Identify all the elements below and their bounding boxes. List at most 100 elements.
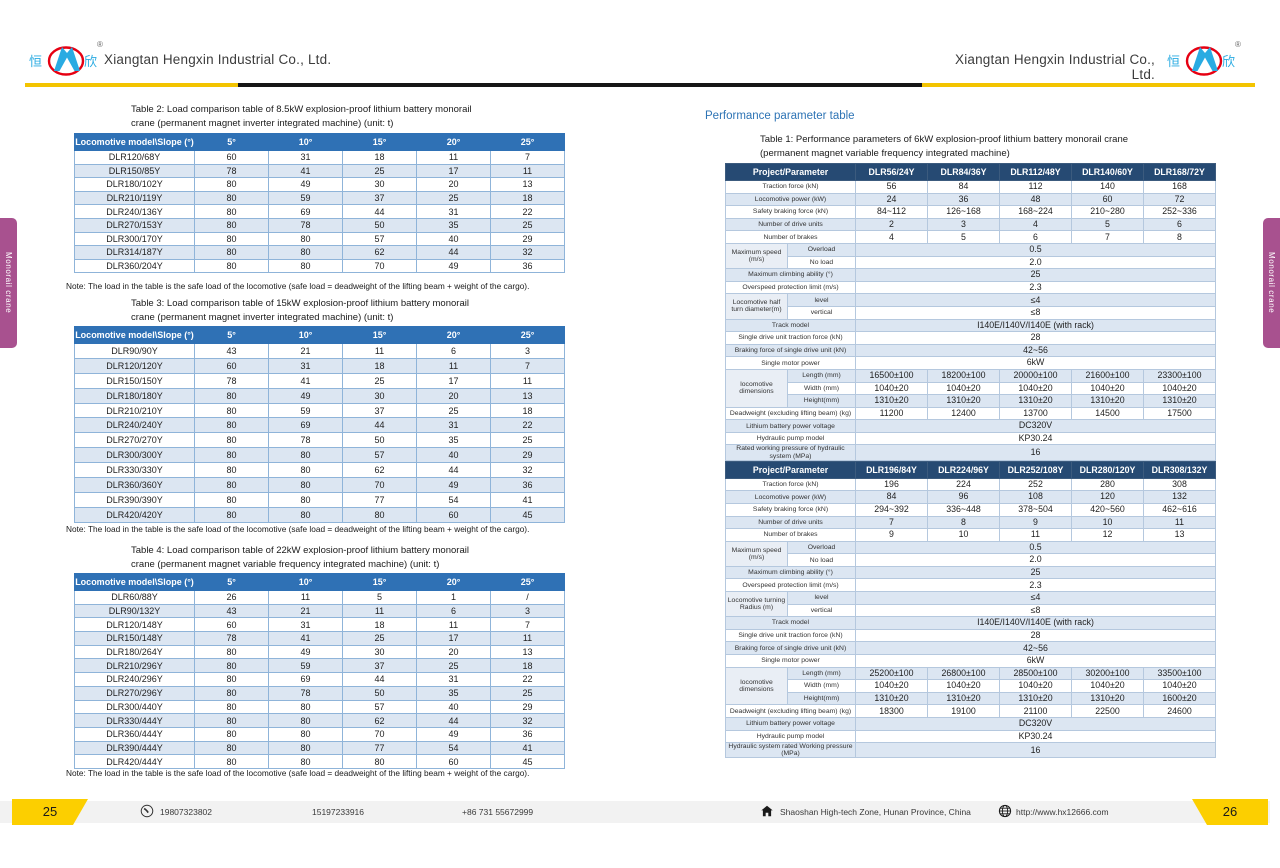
model-cell: DLR180/102Y [74,177,195,192]
load-value-cell: 59 [268,190,343,206]
load-value-cell: 50 [342,685,417,701]
model-cell: DLR330/444Y [74,713,195,728]
sub-label-cell: Height(mm) [787,691,856,706]
model-cell: DLR210/119Y [74,190,195,206]
load-value-cell: 80 [268,506,343,523]
parameter-label-cell: Track model [725,318,856,333]
model-cell: DLR420/444Y [74,754,195,769]
value-cell: 72 [1143,192,1216,207]
parameter-label-cell: Safety braking force (kN) [725,205,856,219]
load-value-cell: 70 [342,726,417,742]
value-cell: 22500 [1071,704,1144,718]
value-cell: 1310±20 [927,691,1000,706]
parameter-label-cell: Maximum speed (m/s) [725,540,788,567]
load-value-cell: 80 [268,258,343,274]
load-value-cell: 80 [268,231,343,247]
table-row: DLR270/153Y 80 78 50 35 25 [74,217,565,233]
value-span-cell: 28 [855,331,1216,345]
value-cell: 7 [1071,230,1144,244]
value-cell: 1040±20 [1071,381,1144,396]
value-cell: 12400 [927,406,1000,421]
table-row: Single motor power 6kW [725,356,1216,370]
phone-icon [140,804,154,818]
parameter-label-cell: Deadweight (excluding lifting beam) (kg) [725,406,856,421]
logo-char-heng: 恒 [29,54,42,69]
table-row: DLR270/296Y 80 78 50 35 25 [74,685,565,701]
load-value-cell: 11 [268,590,343,605]
load-value-cell: 32 [490,462,565,479]
load-value-cell: 80 [268,699,343,715]
sub-label-cell: level [787,293,856,307]
load-value-cell: 78 [194,631,269,646]
model-cell: DLR360/204Y [74,258,195,274]
table-row: DLR210/119Y 80 59 37 25 18 [74,190,565,206]
parameter-label-cell: Maximum climbing ability (°) [725,268,856,282]
logo-ring [1185,46,1223,76]
table-row: No load 2.0 [726,255,1216,270]
load-value-cell: 80 [268,740,343,756]
load-value-cell: 80 [194,204,269,219]
load-value-cell: 45 [490,754,565,769]
load-value-cell: 37 [342,658,417,674]
load-value-cell: 17 [416,163,491,179]
table-body: DLR90/90Y 43 21 11 6 3 DLR120/120Y 60 31 18 11 7 DLR… [74,343,565,523]
model-cell: DLR210/210Y [74,402,195,419]
table-row: Number of brakes 9 10 11 12 13 [725,528,1216,542]
table-row: Width (mm) 1040±20 1040±20 1040±20 1040±20 10… [726,381,1216,396]
parameter-label-cell: Number of drive units [725,217,856,232]
load-value-cell: 60 [194,150,269,165]
page-number-left: 25 [12,799,88,825]
parameter-label-cell: Hydraulic system rated Working pressure … [725,742,856,759]
model-cell: DLR150/85Y [74,163,195,179]
table-row: DLR270/270Y 80 78 50 35 25 [74,432,565,449]
load-value-cell: 25 [490,432,565,449]
footer-website[interactable]: http://www.hx12666.com [1016,807,1109,817]
load-value-cell: 80 [194,726,269,742]
value-cell: 8 [1143,230,1216,244]
company-logo: 恒 欣 ® [1167,40,1241,76]
col-header-slope: 10° [268,133,343,151]
sub-label-cell: Width (mm) [787,679,856,693]
value-cell: 6 [999,230,1072,244]
value-span-cell: ≤8 [855,305,1216,320]
model-cell: DLR120/68Y [74,150,195,165]
value-cell: 1040±20 [855,679,928,693]
table-row: Overspeed protection limit (m/s) 2.3 [725,280,1216,295]
table-row: DLR300/440Y 80 80 57 40 29 [74,699,565,715]
parameter-label-cell: Locomotive turning Radius (m) [725,591,788,618]
value-cell: 6 [1143,217,1216,232]
model-cell: DLR360/360Y [74,477,195,493]
model-cell: DLR314/187Y [74,245,195,260]
parameter-label-cell: Overspeed protection limit (m/s) [725,280,856,295]
table-row: Safety braking force (kN) 294~392 336~448 3… [725,502,1216,517]
load-value-cell: 35 [416,217,491,233]
load-value-cell: 50 [342,432,417,449]
table2-note: Note: The load in the table is the safe … [66,281,530,291]
parameter-label-cell: Number of brakes [725,528,856,542]
load-value-cell: 80 [194,477,269,493]
load-value-cell: 80 [194,417,269,434]
value-cell: 378~504 [999,502,1072,517]
value-cell: 25200±100 [855,666,928,681]
load-value-cell: 13 [490,177,565,192]
load-value-cell: 80 [268,245,343,260]
value-span-cell: ≤8 [855,603,1216,618]
col-header-model: DLR56/24Y [855,163,928,181]
load-value-cell: 80 [194,658,269,674]
table-row: Number of drive units 7 8 9 10 11 [725,515,1216,530]
value-span-cell: 6kW [855,654,1216,668]
load-value-cell: 57 [342,699,417,715]
load-value-cell: 43 [194,343,269,359]
value-cell: 30200±100 [1071,666,1144,681]
value-cell: 1310±20 [855,691,928,706]
load-value-cell: 5 [342,590,417,605]
load-value-cell: 18 [342,357,417,374]
value-span-cell: ≤4 [855,591,1216,605]
load-value-cell: 78 [268,685,343,701]
value-cell: 9 [855,528,928,542]
value-span-cell: 42~56 [855,343,1216,358]
table-row: Braking force of single drive unit (kN) 4… [725,343,1216,358]
load-value-cell: 43 [194,603,269,619]
value-cell: 1310±20 [1071,394,1144,408]
load-value-cell: 80 [194,258,269,274]
